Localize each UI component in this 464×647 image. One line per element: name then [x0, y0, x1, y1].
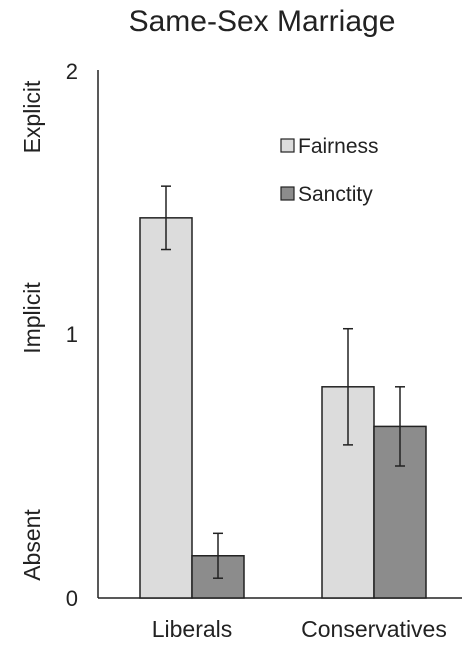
bar-fairness-liberals	[139, 217, 193, 599]
y-tick-label-0: 0	[66, 586, 78, 611]
category-label-liberals: Liberals	[152, 616, 233, 642]
legend-swatch-fairness	[280, 138, 295, 153]
error-bars-group	[161, 185, 405, 579]
legend-label-sanctity: Sanctity	[298, 183, 373, 206]
error-bar-fairness-liberals	[161, 185, 171, 251]
level-label-explicit: Explicit	[19, 80, 45, 153]
category-label-conservatives: Conservatives	[301, 616, 447, 642]
bars-group	[139, 217, 427, 599]
chart-title: Same-Sex Marriage	[129, 5, 396, 38]
error-bar-sanctity-liberals	[213, 532, 223, 579]
level-label-implicit: Implicit	[19, 282, 45, 354]
error-bar-fairness-conservatives	[343, 327, 353, 446]
y-tick-label-1: 1	[66, 322, 78, 347]
y-tick-label-2: 2	[66, 59, 78, 84]
error-bar-sanctity-conservatives	[395, 386, 405, 467]
level-label-absent: Absent	[19, 509, 45, 581]
legend: Fairness Sanctity	[280, 135, 379, 206]
legend-label-fairness: Fairness	[298, 135, 379, 158]
legend-swatch-sanctity	[280, 186, 295, 201]
